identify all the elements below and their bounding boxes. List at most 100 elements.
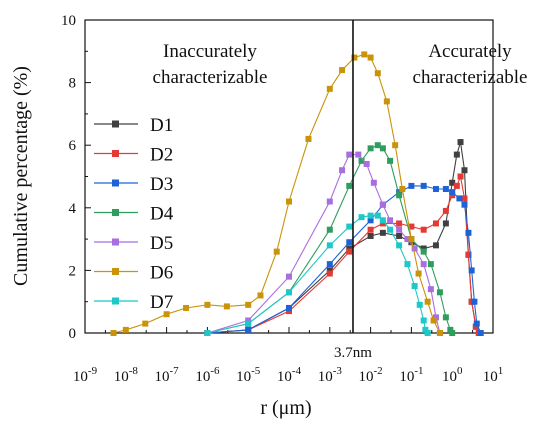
data-point xyxy=(424,298,431,305)
data-point xyxy=(442,186,449,193)
legend-label: D6 xyxy=(150,263,173,284)
series-line xyxy=(207,185,482,334)
data-point xyxy=(379,145,386,152)
data-point xyxy=(245,326,252,333)
data-point xyxy=(430,317,437,324)
data-point xyxy=(387,157,394,164)
data-point xyxy=(122,326,129,333)
data-point xyxy=(396,242,403,249)
x-tick-label: 10-5 xyxy=(236,365,261,385)
data-point xyxy=(416,301,423,308)
data-point xyxy=(468,267,475,274)
x-tick-label: 10-3 xyxy=(318,365,343,385)
data-point xyxy=(326,267,333,274)
data-point xyxy=(110,330,117,336)
y-tick-label: 0 xyxy=(69,326,77,342)
data-point xyxy=(447,326,454,333)
data-point xyxy=(367,145,374,152)
data-point xyxy=(183,304,190,311)
legend-marker xyxy=(112,268,119,275)
data-point xyxy=(387,217,394,224)
data-point xyxy=(442,314,449,321)
data-point xyxy=(404,261,411,268)
data-point xyxy=(339,67,346,74)
data-point xyxy=(424,330,431,336)
data-point xyxy=(432,186,439,193)
legend-item-d1: D1 xyxy=(94,115,173,136)
y-ticks: 0 2 4 6 8 10 xyxy=(61,13,91,342)
data-point xyxy=(471,298,478,305)
series-d7 xyxy=(204,212,431,336)
data-point xyxy=(408,239,415,246)
annotation-layer: 3.7nm Inaccurately characterizable Accurate… xyxy=(153,20,527,361)
data-point xyxy=(358,157,365,164)
data-point xyxy=(477,330,484,336)
data-point xyxy=(367,226,374,233)
series-line xyxy=(207,154,441,334)
data-point xyxy=(245,317,252,324)
legend-label: D2 xyxy=(150,145,173,166)
data-point xyxy=(286,308,292,315)
data-point xyxy=(404,236,411,243)
data-point xyxy=(326,226,333,233)
data-point xyxy=(461,167,468,174)
data-point xyxy=(286,304,292,311)
y-tick-label: 8 xyxy=(69,76,77,92)
y-tick-label: 6 xyxy=(69,138,77,154)
threshold-label: 3.7nm xyxy=(334,345,372,361)
data-point xyxy=(163,311,170,318)
y-tick-label: 4 xyxy=(69,201,77,217)
left-region-label: characterizable xyxy=(153,67,268,88)
legend-item-d7: D7 xyxy=(94,292,173,313)
legend-item-d6: D6 xyxy=(94,263,173,284)
data-point xyxy=(339,167,346,174)
data-point xyxy=(465,251,472,258)
data-point xyxy=(396,192,403,199)
data-point xyxy=(473,320,480,327)
data-point xyxy=(411,283,418,290)
data-point xyxy=(374,70,381,77)
data-point xyxy=(245,320,252,327)
legend-marker xyxy=(112,150,119,157)
series-line xyxy=(207,215,429,334)
series-d6 xyxy=(110,51,443,336)
data-point xyxy=(346,223,353,230)
data-point xyxy=(408,182,415,189)
data-point xyxy=(367,232,374,239)
y-tick-label: 10 xyxy=(61,13,76,29)
series-d5 xyxy=(204,151,443,336)
data-point xyxy=(396,189,403,196)
data-point xyxy=(379,217,386,224)
legend-item-d4: D4 xyxy=(94,204,174,225)
data-point xyxy=(273,248,280,255)
data-point xyxy=(465,229,472,236)
data-point xyxy=(367,54,374,61)
x-tick-label: 10-7 xyxy=(155,365,180,385)
data-point xyxy=(422,326,429,333)
right-region-label: Accurately xyxy=(428,41,512,62)
legend-item-d2: D2 xyxy=(94,145,173,166)
data-point xyxy=(257,292,264,299)
data-point xyxy=(305,135,312,142)
series-line xyxy=(207,144,453,334)
data-point xyxy=(142,320,149,327)
data-point xyxy=(374,212,381,219)
data-point xyxy=(456,195,463,202)
x-tick-label: 10-1 xyxy=(399,365,423,385)
data-point xyxy=(326,242,333,249)
data-point xyxy=(442,220,449,227)
data-point xyxy=(346,248,353,255)
x-tick-label: 10-2 xyxy=(359,365,383,385)
data-point xyxy=(355,151,362,158)
x-tick-label: 10-4 xyxy=(277,365,302,385)
data-point xyxy=(370,179,377,186)
legend-marker xyxy=(112,238,119,246)
data-point xyxy=(415,270,422,277)
legend-marker xyxy=(112,120,119,128)
data-point xyxy=(286,289,292,296)
data-point xyxy=(396,232,403,239)
data-point xyxy=(367,212,374,219)
legend-marker xyxy=(112,179,119,187)
legend-label: D3 xyxy=(150,174,173,195)
legend-label: D4 xyxy=(150,204,174,225)
